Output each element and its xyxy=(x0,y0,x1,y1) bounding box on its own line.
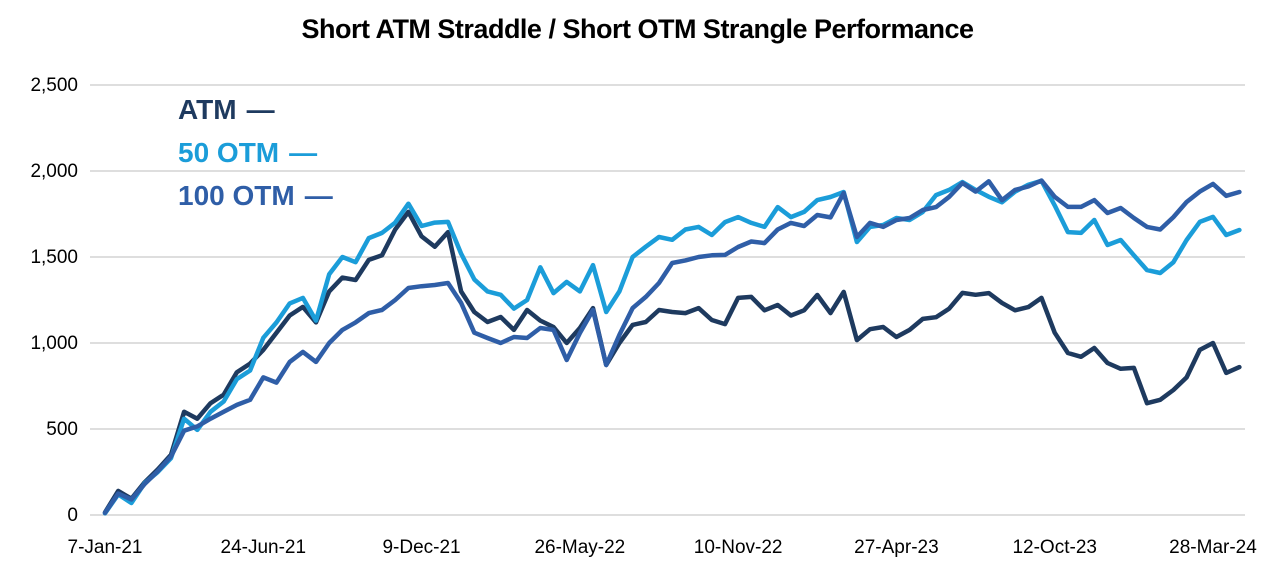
legend: ATM — 50 OTM — 100 OTM — xyxy=(178,88,333,217)
y-axis-label: 0 xyxy=(67,505,78,526)
y-axis-label: 2,000 xyxy=(30,161,78,182)
legend-item-atm: ATM — xyxy=(178,88,333,131)
y-axis-label: 2,500 xyxy=(30,75,78,96)
series-line-50-otm xyxy=(102,178,1242,516)
x-axis-label: 7-Jan-21 xyxy=(68,537,143,558)
x-axis-label: 10-Nov-22 xyxy=(694,537,783,558)
x-axis-label: 24-Jun-21 xyxy=(221,537,307,558)
y-axis-label: 500 xyxy=(46,419,78,440)
legend-label-50otm: 50 OTM xyxy=(178,137,280,168)
legend-line-sample-atm: — xyxy=(246,94,275,125)
x-axis-label: 26-May-22 xyxy=(534,537,625,558)
x-axis-label: 9-Dec-21 xyxy=(382,537,460,558)
legend-label-atm: ATM xyxy=(178,94,237,125)
x-axis-label: 28-Mar-24 xyxy=(1169,537,1257,558)
y-axis-label: 1,000 xyxy=(30,333,78,354)
y-axis-label: 1,500 xyxy=(30,247,78,268)
series-line-atm xyxy=(102,209,1242,515)
x-axis-label: 12-Oct-23 xyxy=(1012,537,1096,558)
series-line-100-otm xyxy=(102,178,1242,516)
legend-line-sample-50otm: — xyxy=(289,137,318,168)
legend-line-sample-100otm: — xyxy=(304,180,333,211)
legend-item-100otm: 100 OTM — xyxy=(178,174,333,217)
legend-item-50otm: 50 OTM — xyxy=(178,131,333,174)
x-axis-label: 27-Apr-23 xyxy=(854,537,939,558)
legend-label-100otm: 100 OTM xyxy=(178,180,295,211)
chart-title: Short ATM Straddle / Short OTM Strangle … xyxy=(301,14,974,44)
